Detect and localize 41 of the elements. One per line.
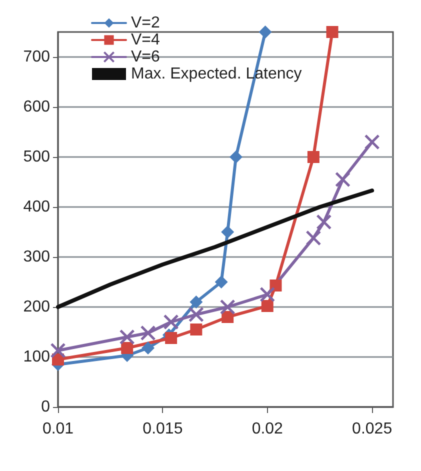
point	[229, 150, 242, 164]
point	[270, 280, 282, 292]
point	[261, 300, 274, 312]
point	[306, 230, 322, 246]
x-tick-label: 0.015	[142, 420, 183, 438]
point	[335, 172, 350, 188]
y-tick-label: 400	[23, 198, 50, 216]
point	[119, 329, 135, 345]
point	[258, 26, 272, 38]
x-tick-label: 0.02	[252, 420, 284, 438]
y-tick-label: 300	[23, 248, 50, 266]
y-tick-label: 700	[23, 48, 50, 66]
x-tick-label: 0.025	[352, 420, 392, 438]
point	[163, 314, 179, 330]
legend-label: V=4	[131, 32, 160, 48]
point	[190, 296, 203, 308]
point	[307, 151, 320, 163]
legend-label: V=6	[131, 48, 160, 66]
point	[221, 226, 234, 238]
point	[220, 299, 236, 315]
line-series	[56, 188, 374, 309]
y-tick-label: 600	[23, 98, 50, 116]
point	[222, 311, 234, 323]
y-tick-label: 500	[23, 148, 50, 166]
point	[214, 276, 228, 288]
point	[190, 324, 202, 336]
y-tick-label: 0	[41, 398, 50, 416]
x-tick-label: 0.01	[42, 420, 74, 438]
point	[142, 342, 155, 354]
point	[121, 342, 134, 354]
point	[316, 214, 332, 230]
point	[260, 286, 276, 302]
y-tick-label: 100	[23, 348, 50, 366]
point	[165, 332, 178, 344]
point	[188, 306, 204, 322]
point	[364, 134, 380, 150]
point	[50, 342, 66, 358]
point	[140, 325, 156, 341]
point	[326, 26, 338, 38]
legend-label: V=2	[131, 14, 160, 32]
y-tick-label: 200	[23, 298, 50, 316]
